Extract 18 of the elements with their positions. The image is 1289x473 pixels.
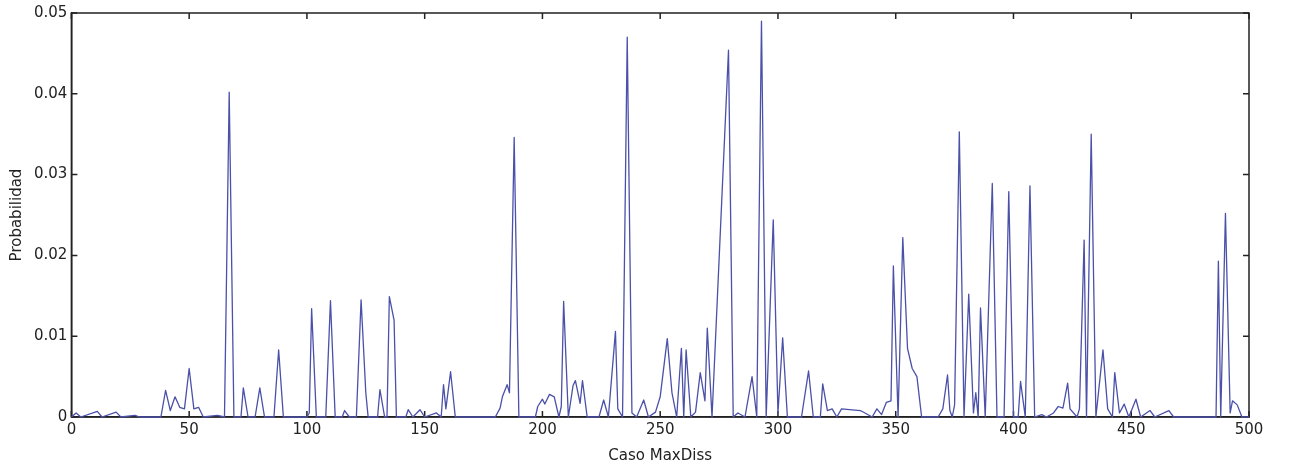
x-tick-label: 50 — [179, 419, 199, 438]
y-tick-label: 0.01 — [33, 326, 68, 345]
x-tick-label: 450 — [1116, 419, 1146, 438]
y-tick-label: 0.05 — [33, 2, 68, 21]
y-tick-label: 0 — [57, 406, 68, 425]
y-tick-label: 0.03 — [33, 164, 68, 183]
y-tick-label: 0.04 — [33, 83, 68, 102]
x-tick-label: 400 — [999, 419, 1028, 438]
x-tick-label: 500 — [1234, 419, 1264, 438]
x-tick-label: 150 — [410, 419, 439, 438]
y-axis-title: Probabilidad — [6, 168, 25, 262]
x-axis-title: Caso MaxDiss — [608, 445, 713, 464]
x-tick-label: 350 — [881, 419, 911, 438]
x-tick-label: 100 — [292, 419, 322, 438]
x-tick-label: 200 — [528, 419, 557, 438]
x-tick-label: 300 — [763, 419, 793, 438]
x-tick-label: 250 — [645, 419, 675, 438]
y-tick-label: 0.02 — [33, 245, 68, 264]
